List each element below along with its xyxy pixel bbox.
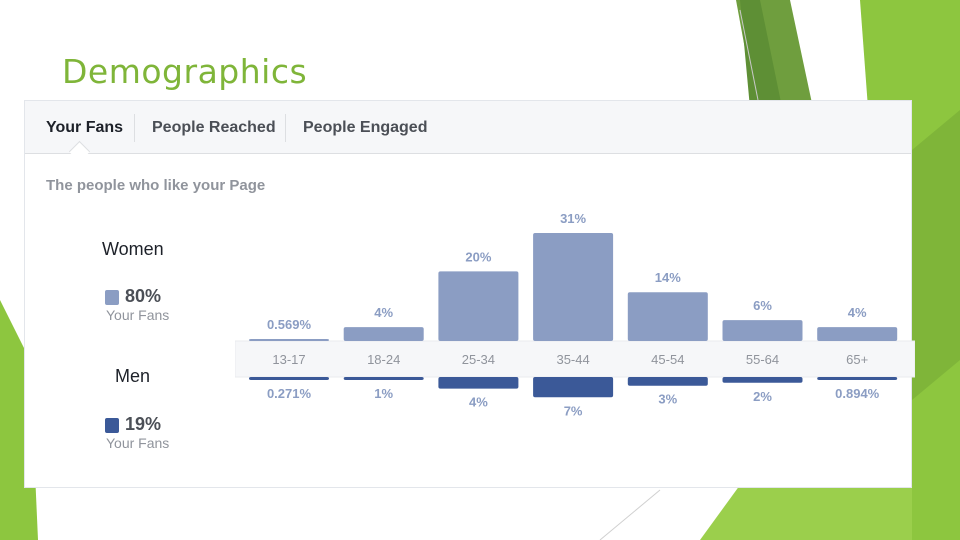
tab-divider — [285, 114, 286, 142]
legend-men-title: Men — [115, 366, 151, 386]
legend-women-swatch — [105, 290, 119, 305]
value-label-women: 31% — [560, 211, 586, 226]
age-gender-chart: 0.569% 0.271% 13-17 4% 1% 18-24 20% 4% 25-34 31% 7… — [235, 211, 915, 418]
age-tick-label: 35-44 — [556, 352, 589, 367]
bar-women-18-24 — [343, 327, 424, 341]
age-tick-label: 25-34 — [462, 352, 495, 367]
age-tick-label: 55-64 — [746, 352, 779, 367]
value-label-women: 4% — [848, 305, 867, 320]
tab-people-engaged[interactable]: People Engaged — [303, 119, 428, 136]
legend-women-caption: Your Fans — [106, 307, 170, 323]
age-tick-label: 45-54 — [651, 352, 684, 367]
value-label-women: 20% — [465, 249, 491, 264]
value-label-men: 0.894% — [835, 386, 880, 401]
tab-bar: Your Fans People Reached People Engaged — [25, 101, 911, 163]
tab-divider — [134, 114, 135, 142]
legend-women-percent: 80% — [125, 286, 162, 306]
bar-women-45-54 — [627, 292, 708, 341]
tab-people-reached[interactable]: People Reached — [152, 119, 276, 136]
bar-women-35-44 — [533, 233, 614, 341]
demographics-panel: Your Fans People Reached People Engaged … — [24, 100, 915, 488]
legend-men-swatch — [105, 418, 119, 433]
bar-men-25-34 — [438, 377, 519, 389]
bar-women-65+ — [817, 327, 898, 341]
bar-women-55-64 — [722, 320, 803, 341]
bar-men-18-24 — [343, 377, 424, 380]
chart-subtitle: The people who like your Page — [46, 177, 266, 194]
age-axis-band — [235, 340, 915, 378]
value-label-men: 2% — [753, 389, 772, 404]
value-label-men: 0.271% — [267, 386, 312, 401]
value-label-men: 7% — [564, 403, 583, 418]
value-label-women: 6% — [753, 298, 772, 313]
bar-men-45-54 — [627, 377, 708, 386]
slide-title: Demographics — [62, 52, 308, 91]
bar-men-35-44 — [533, 377, 614, 398]
value-label-men: 4% — [469, 395, 488, 410]
legend-men-caption: Your Fans — [106, 435, 170, 451]
value-label-men: 1% — [374, 386, 393, 401]
bar-men-65+ — [817, 377, 898, 380]
value-label-women: 4% — [374, 305, 393, 320]
value-label-men: 3% — [658, 392, 677, 407]
bar-women-13-17 — [249, 339, 329, 341]
legend-women-title: Women — [102, 239, 164, 259]
value-label-women: 14% — [655, 270, 681, 285]
age-tick-label: 65+ — [846, 352, 868, 367]
bar-women-25-34 — [438, 271, 519, 341]
age-tick-label: 18-24 — [367, 352, 400, 367]
tab-your-fans[interactable]: Your Fans — [46, 119, 124, 136]
legend-men-percent: 19% — [125, 414, 162, 434]
age-tick-label: 13-17 — [272, 352, 305, 367]
value-label-women: 0.569% — [267, 317, 312, 332]
bar-men-55-64 — [722, 377, 803, 383]
bar-men-13-17 — [249, 377, 329, 380]
